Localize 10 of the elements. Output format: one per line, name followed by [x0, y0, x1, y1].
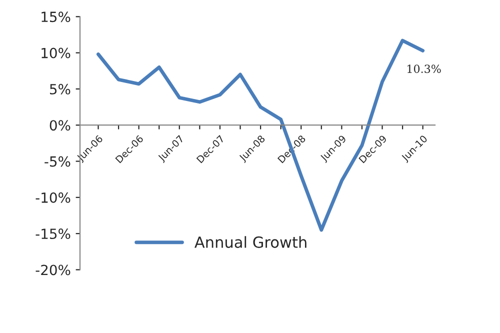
- y-tick-label: -20%: [36, 264, 70, 276]
- y-tick-label: 15%: [42, 12, 70, 22]
- y-tick-label: 0%: [50, 120, 70, 131]
- y-tick-label: -5%: [44, 156, 70, 167]
- y-tick-label: 5%: [50, 84, 70, 94]
- legend-label: Annual Growth: [194, 236, 306, 248]
- y-tick-label: -10%: [36, 192, 70, 203]
- y-tick-label: -15%: [36, 228, 70, 240]
- data-label: 10.3%: [408, 64, 441, 74]
- y-tick-label: 10%: [42, 48, 70, 58]
